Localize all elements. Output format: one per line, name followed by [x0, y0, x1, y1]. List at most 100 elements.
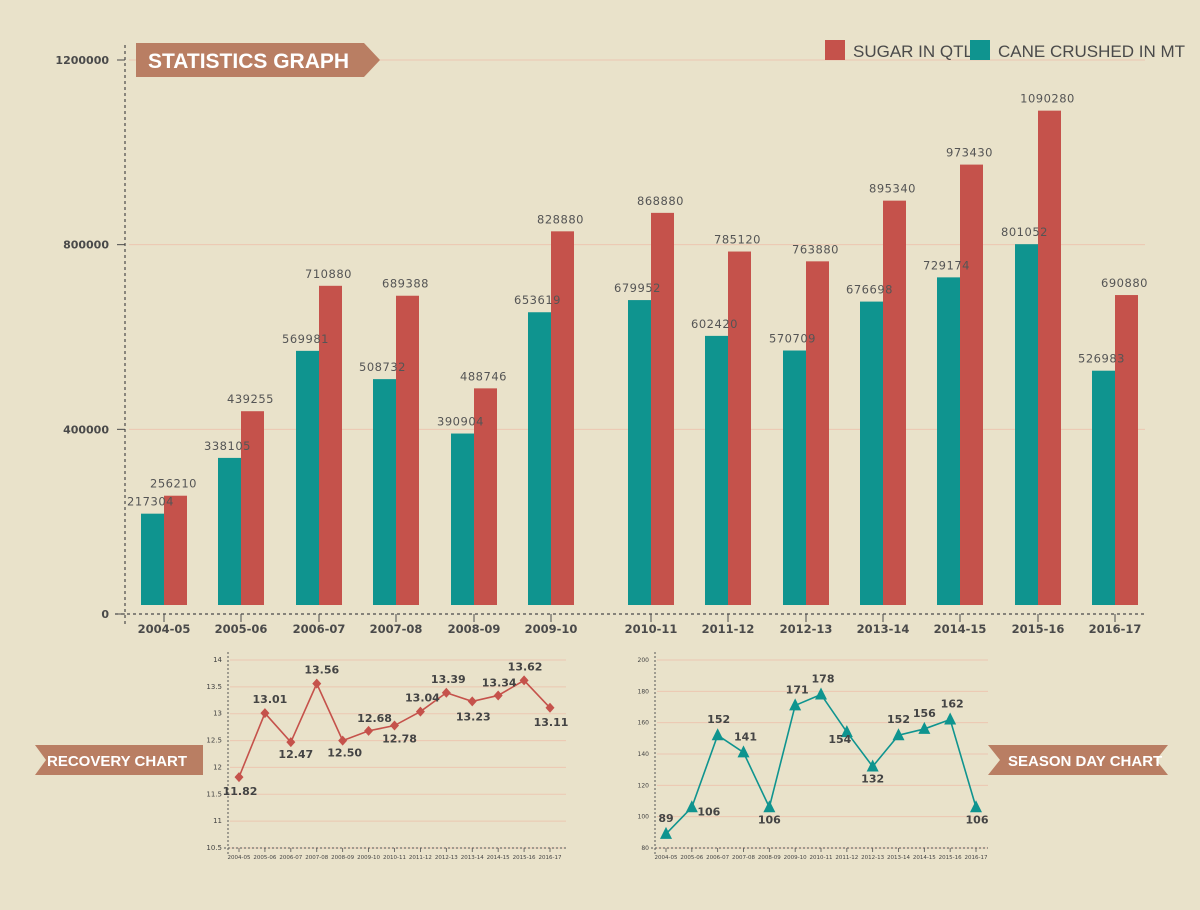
- data-label: 106: [758, 813, 781, 826]
- y-tick-label: 140: [638, 751, 650, 758]
- data-label-cane: 569981: [282, 332, 329, 346]
- recovery-chart-title: RECOVERY CHART: [47, 753, 187, 770]
- data-label-cane: 508732: [359, 360, 406, 374]
- y-tick-label: 200: [638, 657, 650, 664]
- data-point-marker: [892, 728, 905, 741]
- data-label: 89: [658, 812, 673, 825]
- data-point-marker: [338, 735, 348, 746]
- data-point-marker: [918, 721, 931, 734]
- x-tick-label: 2009-10: [784, 855, 807, 861]
- x-tick-label: 2012-13: [435, 855, 458, 861]
- x-tick-label: 2011-12: [702, 622, 755, 636]
- bar-sugar: [1115, 295, 1138, 605]
- x-tick-label: 2004-05: [138, 622, 191, 636]
- x-tick-label: 2016-17: [1089, 622, 1142, 636]
- data-label-sugar: 689388: [382, 277, 429, 291]
- season-title-ribbon: SEASON DAY CHART: [988, 745, 1168, 775]
- x-tick-label: 2014-15: [487, 855, 510, 861]
- data-label: 12.78: [382, 733, 417, 746]
- data-point-marker: [493, 690, 503, 701]
- data-label: 178: [812, 672, 835, 685]
- x-tick-label: 2015-16: [939, 855, 962, 861]
- bar-sugar: [806, 261, 829, 605]
- data-label-sugar: 868880: [637, 194, 684, 208]
- data-label: 12.47: [278, 748, 313, 761]
- data-label-cane: 526983: [1078, 352, 1125, 366]
- data-label: 132: [861, 773, 884, 786]
- bar-cane-crushed: [528, 312, 551, 605]
- data-point-marker: [970, 800, 982, 813]
- y-tick-label: 800000: [63, 239, 109, 252]
- bar-cane-crushed: [1092, 370, 1115, 605]
- recovery-ribbon-shape: [35, 745, 203, 775]
- data-label-sugar: 690880: [1101, 276, 1148, 290]
- x-tick-label: 2011-12: [409, 855, 432, 861]
- x-tick-label: 2006-07: [706, 855, 729, 861]
- y-tick-label: 12: [213, 763, 222, 771]
- season-day-line-chart: 80 100 120 140 160 180 200 2004-05 89 2005-06 106 2…: [638, 652, 989, 861]
- x-tick-label: 2013-14: [461, 855, 484, 861]
- data-label-sugar: 763880: [792, 242, 839, 256]
- data-label: 13.39: [431, 673, 466, 686]
- legend-label-sugar: SUGAR IN QTLS: [853, 42, 984, 61]
- bar-cane-crushed: [860, 301, 883, 605]
- x-tick-label: 2005-06: [215, 622, 268, 636]
- data-label-sugar: 785120: [714, 233, 761, 247]
- data-label-cane: 676698: [846, 283, 893, 297]
- bar-cane-crushed: [705, 335, 728, 605]
- x-tick-label: 2010-11: [625, 622, 678, 636]
- data-point-marker: [944, 712, 957, 725]
- y-tick-label: 120: [638, 782, 650, 789]
- data-point-marker: [286, 737, 296, 748]
- y-tick-label: 100: [638, 814, 650, 821]
- data-point-marker: [763, 800, 776, 813]
- data-label-cane: 338105: [204, 439, 251, 453]
- data-label-cane: 390904: [437, 415, 484, 429]
- data-point-marker: [234, 772, 244, 783]
- data-label-cane: 801052: [1001, 225, 1048, 239]
- bar-cane-crushed: [937, 277, 960, 605]
- x-tick-label: 2005-06: [253, 855, 276, 861]
- data-label: 13.34: [482, 676, 517, 689]
- data-point-marker: [260, 708, 270, 719]
- bar-cane-crushed: [628, 300, 651, 605]
- legend-swatch-cane: [970, 40, 990, 60]
- y-tick-label: 160: [638, 720, 650, 727]
- data-point-marker: [312, 678, 322, 689]
- data-label: 154: [828, 733, 851, 746]
- data-label-cane: 729174: [923, 258, 970, 272]
- x-tick-label: 2006-07: [279, 855, 302, 861]
- statistics-bar-chart: 217304 256210 338105 439255 569981 710880 5087…: [55, 45, 1148, 636]
- x-tick-label: 2013-14: [887, 855, 910, 861]
- x-tick-label: 2004-05: [228, 855, 251, 861]
- data-point-marker: [737, 745, 750, 758]
- data-point-marker: [441, 687, 451, 698]
- bar-cane-crushed: [296, 350, 319, 605]
- bar-sugar: [651, 212, 674, 605]
- y-tick-label: 14: [213, 656, 222, 664]
- main-axes: 0 400000 800000 1200000 2004-05 2005-06 2006-0…: [55, 45, 1145, 636]
- x-tick-label: 2008-09: [331, 855, 354, 861]
- data-label-sugar: 488746: [460, 369, 507, 383]
- bar-cane-crushed: [1015, 244, 1038, 605]
- bar-sugar: [319, 285, 342, 605]
- y-tick-label: 80: [641, 845, 649, 852]
- data-label: 13.56: [304, 664, 339, 677]
- x-tick-label: 2005-06: [680, 855, 703, 861]
- data-point-marker: [840, 725, 853, 738]
- x-tick-label: 2015-16: [1012, 622, 1065, 636]
- legend-label-cane: CANE CRUSHED IN MT: [998, 42, 1185, 61]
- bar-cane-crushed: [451, 433, 474, 605]
- data-label: 152: [707, 713, 730, 726]
- season-chart-title: SEASON DAY CHART: [1008, 753, 1162, 770]
- data-point-marker: [519, 675, 529, 686]
- data-point-marker: [390, 720, 399, 731]
- data-point-marker: [866, 759, 879, 772]
- x-tick-label: 2013-14: [857, 622, 910, 636]
- recovery-title-ribbon: RECOVERY CHART: [35, 745, 203, 775]
- data-label-cane: 602420: [691, 317, 738, 331]
- data-point-marker: [467, 696, 477, 707]
- x-tick-label: 2012-13: [780, 622, 833, 636]
- x-tick-label: 2008-09: [758, 855, 781, 861]
